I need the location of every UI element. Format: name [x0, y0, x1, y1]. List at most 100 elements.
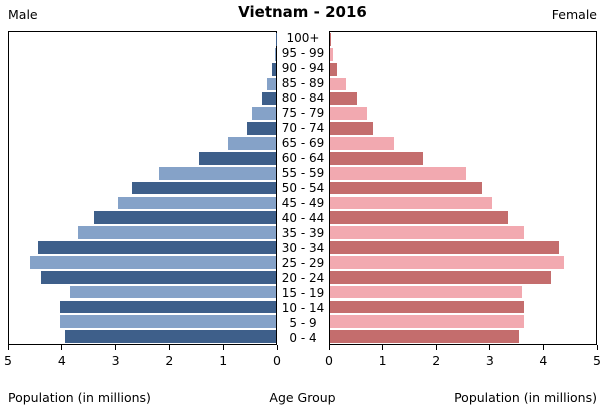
female-bar-row [330, 47, 596, 62]
male-bar [267, 77, 276, 91]
male-bar-row [9, 77, 276, 92]
x-axis-tick-label: 0 [325, 353, 333, 368]
male-bar-row [9, 255, 276, 270]
male-bar-row [9, 136, 276, 151]
x-axis-tick-label: 4 [539, 353, 548, 368]
age-group-label: 20 - 24 [281, 270, 325, 285]
x-axis-tick-label: 2 [432, 353, 441, 368]
female-bar-row [330, 225, 596, 240]
x-axis-tick-label: 5 [593, 353, 601, 368]
male-x-axis-ticks: 5 4 3 2 1 0 [4, 345, 281, 371]
x-axis-tickmark [435, 345, 437, 350]
age-group-labels-column: 100+ 95 - 99 90 - 94 85 - 89 80 - 84 75 - 79 7… [277, 31, 329, 345]
x-axis-tick-label: 5 [4, 353, 12, 368]
x-axis-tick-label: 4 [57, 353, 66, 368]
age-group-axis-title: Age Group [269, 390, 336, 405]
male-bar [118, 196, 276, 210]
female-bar-row [330, 106, 596, 121]
male-bar-row [9, 299, 276, 314]
age-group-label: 0 - 4 [289, 330, 317, 345]
female-bar-row [330, 136, 596, 151]
male-bar [274, 47, 276, 61]
female-bar-row [330, 210, 596, 225]
age-group-label: 35 - 39 [281, 225, 325, 240]
age-group-label: 40 - 44 [281, 210, 325, 225]
male-bar [38, 241, 276, 254]
male-bar-row [9, 285, 276, 300]
x-axis-tick-label: 1 [219, 353, 228, 368]
female-bar-row [330, 314, 596, 329]
female-side-label: Female [551, 7, 597, 22]
male-bar-row [9, 270, 276, 285]
female-bar-row [330, 77, 596, 92]
female-bar [330, 285, 522, 299]
male-bar-row [9, 151, 276, 166]
male-bar-row [9, 329, 276, 344]
female-bar-row [330, 329, 596, 344]
x-axis-tickmark [542, 345, 544, 350]
female-bar-row [330, 151, 596, 166]
male-bar-row [9, 121, 276, 136]
male-bar-row [9, 106, 276, 121]
female-bar [330, 166, 466, 180]
male-bar [251, 107, 276, 121]
female-bar [330, 241, 559, 254]
female-bar [330, 92, 357, 106]
female-bar-row [330, 62, 596, 77]
female-bar-row [330, 32, 596, 47]
female-bar-row [330, 181, 596, 196]
age-group-label: 95 - 99 [281, 46, 325, 61]
female-bar [330, 226, 525, 239]
age-group-label: 25 - 29 [281, 255, 325, 270]
male-bar [94, 211, 276, 225]
male-axis-title: Population (in millions) [8, 390, 151, 405]
male-bar-row [9, 91, 276, 106]
male-bar [262, 92, 276, 106]
x-axis-tick-label: 3 [485, 353, 494, 368]
x-axis-tick-label: 3 [111, 353, 120, 368]
x-axis-tickmark [328, 345, 330, 350]
female-bar-row [330, 255, 596, 270]
male-bar [41, 270, 276, 284]
female-bar-row [330, 240, 596, 255]
age-group-label: 75 - 79 [281, 106, 325, 121]
x-axis-tick-label: 0 [273, 353, 281, 368]
age-group-label: 90 - 94 [281, 61, 325, 76]
x-axis-tick-label: 2 [165, 353, 174, 368]
male-bar [271, 62, 276, 76]
age-group-label: 80 - 84 [281, 91, 325, 106]
age-group-label: 45 - 49 [281, 195, 325, 210]
x-axis-tickmark [489, 345, 491, 350]
female-bar [330, 62, 338, 76]
male-side-label: Male [8, 7, 38, 22]
x-axis-tickmark [276, 345, 278, 350]
age-group-label: 5 - 9 [289, 315, 317, 330]
male-bar-row [9, 240, 276, 255]
female-bar-row [330, 299, 596, 314]
female-axis-title: Population (in millions) [454, 390, 597, 405]
male-bar-row [9, 47, 276, 62]
age-group-label: 60 - 64 [281, 151, 325, 166]
female-bar [330, 107, 368, 121]
x-axis-tick-label: 1 [378, 353, 387, 368]
male-bar-row [9, 314, 276, 329]
female-bar-row [330, 166, 596, 181]
x-axis-tickmark [168, 345, 170, 350]
age-group-label: 50 - 54 [281, 181, 325, 195]
male-bar [70, 285, 276, 299]
age-group-label: 100+ [286, 31, 320, 46]
female-bar [330, 181, 482, 195]
chart-title: Vietnam - 2016 [238, 3, 367, 21]
female-bar [330, 33, 331, 46]
male-bar-row [9, 195, 276, 210]
female-bar [330, 77, 346, 91]
female-bar [330, 270, 551, 284]
female-bar-row [330, 270, 596, 285]
male-bar [78, 226, 276, 239]
male-bar [65, 330, 276, 343]
male-bar-row [9, 62, 276, 77]
age-group-label: 85 - 89 [281, 76, 325, 91]
age-group-label: 70 - 74 [281, 121, 325, 136]
age-group-label: 30 - 34 [281, 240, 325, 255]
